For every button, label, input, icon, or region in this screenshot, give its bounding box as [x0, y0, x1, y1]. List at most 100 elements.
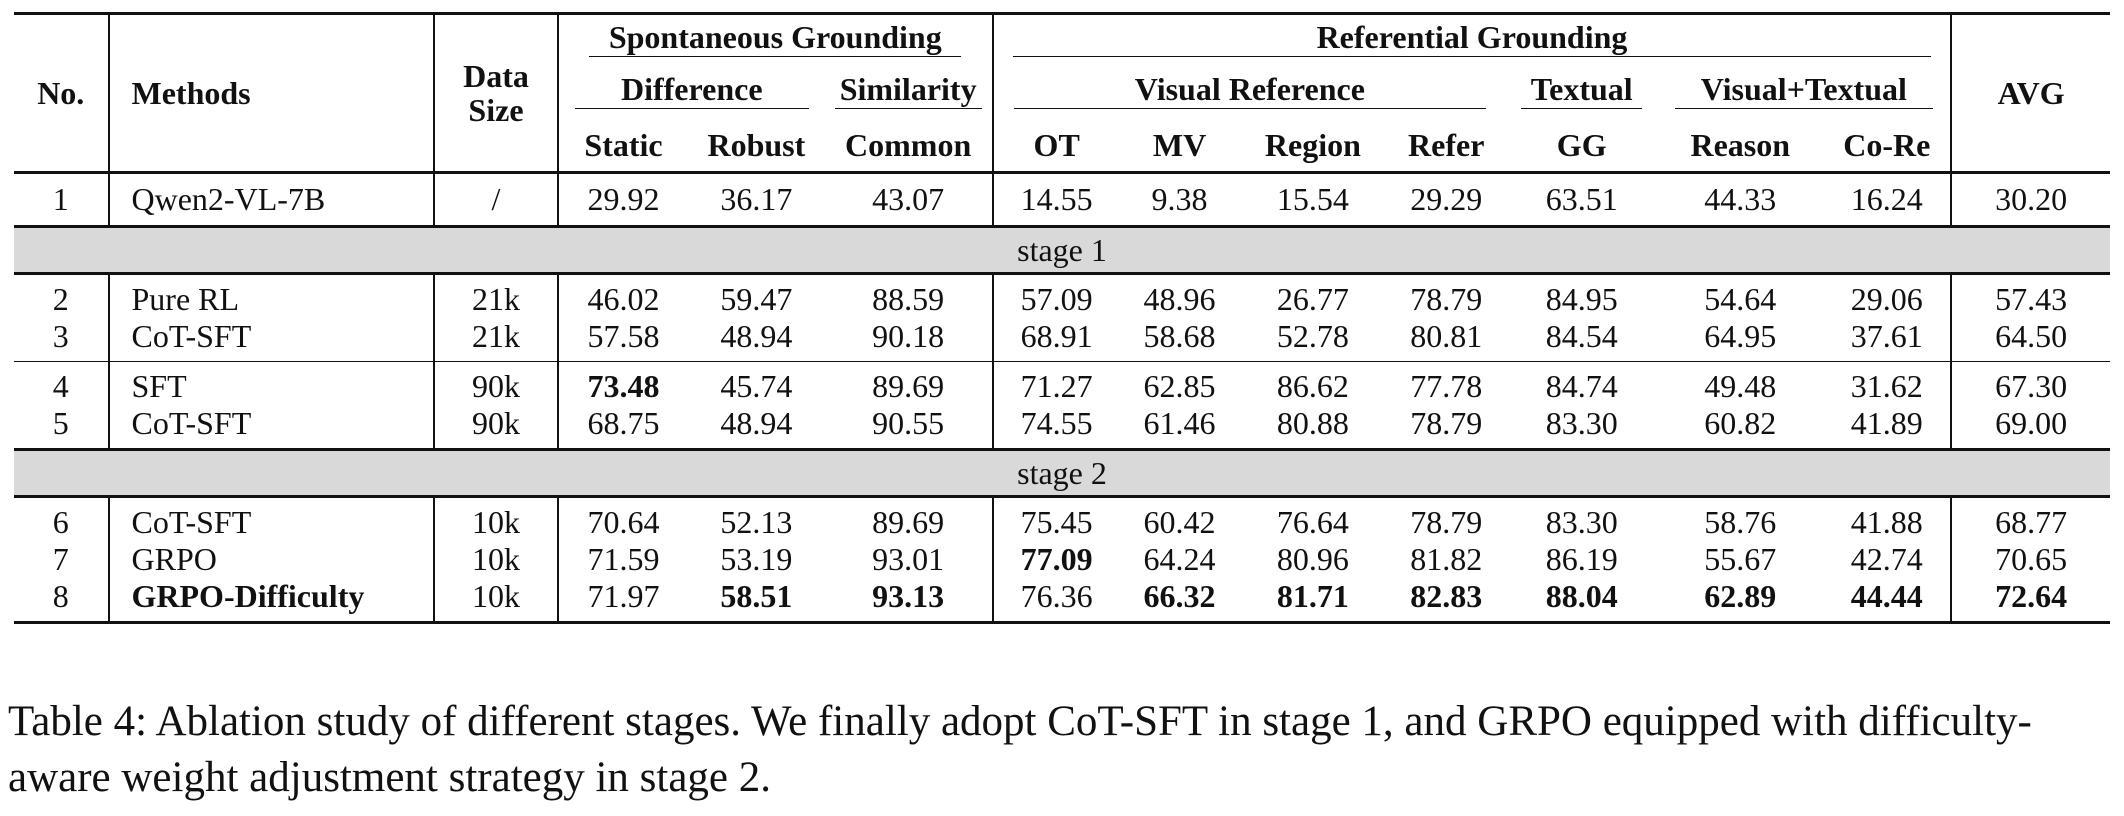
cell-reason: 58.76: [1704, 504, 1777, 540]
cell-mv: 58.68: [1143, 318, 1216, 354]
cell-common: 90.18: [872, 318, 945, 354]
cell-static: 73.48: [556, 361, 689, 405]
header-robust: Robust: [688, 119, 825, 174]
cell-reason: 64.95: [1704, 318, 1777, 354]
cell-mv: 48.96: [1143, 281, 1216, 317]
cell-mv: 9.38: [1151, 181, 1208, 217]
cell-refer: 77.78: [1410, 368, 1483, 404]
cell-method: CoT-SFT: [107, 496, 435, 541]
table-row: 2 Pure RL 21k 46.02 59.47 88.59 57.09 48…: [14, 273, 2110, 318]
cell-no: 3: [52, 318, 69, 354]
cell-robust: 45.74: [720, 368, 793, 404]
cell-avg: 30.20: [1950, 172, 2110, 227]
cell-gg: 83.30: [1545, 504, 1618, 540]
cell-gg: 83.30: [1545, 405, 1618, 441]
cell-gg: 84.95: [1545, 281, 1618, 317]
cell-common: 90.55: [872, 405, 945, 441]
cell-method: GRPO-Difficulty: [107, 578, 435, 623]
cell-ot: 68.91: [991, 318, 1120, 362]
cell-common: 88.59: [872, 281, 945, 317]
cell-reason: 55.67: [1704, 541, 1777, 577]
cell-static: 46.02: [556, 273, 689, 318]
table-row: 5 CoT-SFT 90k 68.75 48.94 90.55 74.55 61…: [14, 405, 2110, 450]
cell-static: 71.59: [556, 541, 689, 578]
cell-reason: 62.89: [1704, 578, 1777, 614]
cell-static: 57.58: [556, 318, 689, 362]
header-data-size: Data Size: [433, 12, 558, 174]
table-row: 8 GRPO-Difficulty 10k 71.97 58.51 93.13 …: [14, 578, 2110, 623]
cell-region: 80.96: [1276, 541, 1349, 577]
cell-common: 89.69: [872, 368, 945, 404]
cell-region: 76.64: [1276, 504, 1349, 540]
cell-no: 2: [52, 281, 69, 317]
cell-method: CoT-SFT: [107, 405, 435, 450]
cell-no: 4: [52, 368, 69, 404]
cell-core: 42.74: [1850, 541, 1923, 577]
cell-avg: 67.30: [1950, 361, 2110, 405]
cell-no: 6: [52, 504, 69, 540]
cell-gg: 86.19: [1545, 541, 1618, 577]
header-refer: Refer: [1386, 119, 1507, 174]
cell-static: 68.75: [556, 405, 689, 450]
cell-common: 93.01: [872, 541, 945, 577]
table-row: 1 Qwen2-VL-7B / 29.92 36.17 43.07 14.55 …: [14, 172, 2110, 227]
cell-core: 29.06: [1850, 281, 1923, 317]
cell-mv: 62.85: [1143, 368, 1216, 404]
cell-data-size: 21k: [433, 318, 558, 362]
table-row: 4 SFT 90k 73.48 45.74 89.69 71.27 62.85 …: [14, 361, 2110, 405]
stage-2-label: stage 2: [14, 449, 2110, 497]
cell-refer: 80.81: [1410, 318, 1483, 354]
cell-refer: 78.79: [1410, 281, 1483, 317]
cell-no: 1: [52, 181, 69, 217]
cell-refer: 29.29: [1410, 181, 1483, 217]
header-difference: Difference: [556, 61, 825, 119]
cell-common: 43.07: [872, 181, 945, 217]
header-no: No.: [14, 12, 109, 174]
header-static: Static: [556, 119, 689, 174]
cell-core: 44.44: [1850, 578, 1923, 614]
cell-common: 89.69: [872, 504, 945, 540]
cell-region: 15.54: [1276, 181, 1349, 217]
cell-method: Pure RL: [107, 273, 435, 318]
cell-method: CoT-SFT: [107, 318, 435, 362]
cell-static: 71.97: [556, 578, 689, 623]
table-row: 3 CoT-SFT 21k 57.58 48.94 90.18 68.91 58…: [14, 318, 2110, 362]
cell-mv: 61.46: [1143, 405, 1216, 441]
cell-core: 41.88: [1850, 504, 1923, 540]
table-caption: Table 4: Ablation study of different sta…: [8, 698, 2032, 801]
cell-refer: 81.82: [1410, 541, 1483, 577]
cell-method: SFT: [107, 361, 435, 405]
cell-ot: 77.09: [991, 541, 1120, 578]
cell-ot: 57.09: [991, 273, 1120, 318]
cell-ot: 71.27: [991, 361, 1120, 405]
cell-avg: 68.77: [1950, 496, 2110, 541]
cell-ot: 74.55: [991, 405, 1120, 450]
header-textual: Textual: [1506, 61, 1657, 119]
cell-ot: 14.55: [991, 172, 1120, 227]
header-avg: AVG: [1950, 12, 2110, 174]
cell-core: 37.61: [1850, 318, 1923, 354]
cell-avg: 70.65: [1950, 541, 2110, 578]
cell-refer: 78.79: [1410, 504, 1483, 540]
cell-reason: 44.33: [1704, 181, 1777, 217]
cell-robust: 48.94: [720, 405, 793, 441]
cell-static: 29.92: [556, 172, 689, 227]
header-mv: MV: [1119, 119, 1240, 174]
header-gg: GG: [1506, 119, 1658, 174]
cell-robust: 36.17: [720, 181, 793, 217]
cell-no: 7: [52, 541, 69, 577]
cell-region: 80.88: [1276, 405, 1349, 441]
cell-region: 81.71: [1276, 578, 1349, 614]
cell-ot: 76.36: [991, 578, 1120, 623]
cell-core: 31.62: [1850, 368, 1923, 404]
ablation-table: No. Methods Data Size Spontaneous Ground…: [14, 12, 2110, 624]
cell-core: 16.24: [1850, 181, 1923, 217]
cell-ot: 75.45: [991, 496, 1120, 541]
cell-refer: 82.83: [1410, 578, 1483, 614]
cell-region: 86.62: [1276, 368, 1349, 404]
stage-2-divider: stage 2: [14, 449, 2110, 497]
cell-method: Qwen2-VL-7B: [107, 172, 435, 227]
cell-data-size: 10k: [433, 496, 558, 541]
cell-avg: 69.00: [1950, 405, 2110, 450]
cell-data-size: 90k: [433, 405, 558, 450]
